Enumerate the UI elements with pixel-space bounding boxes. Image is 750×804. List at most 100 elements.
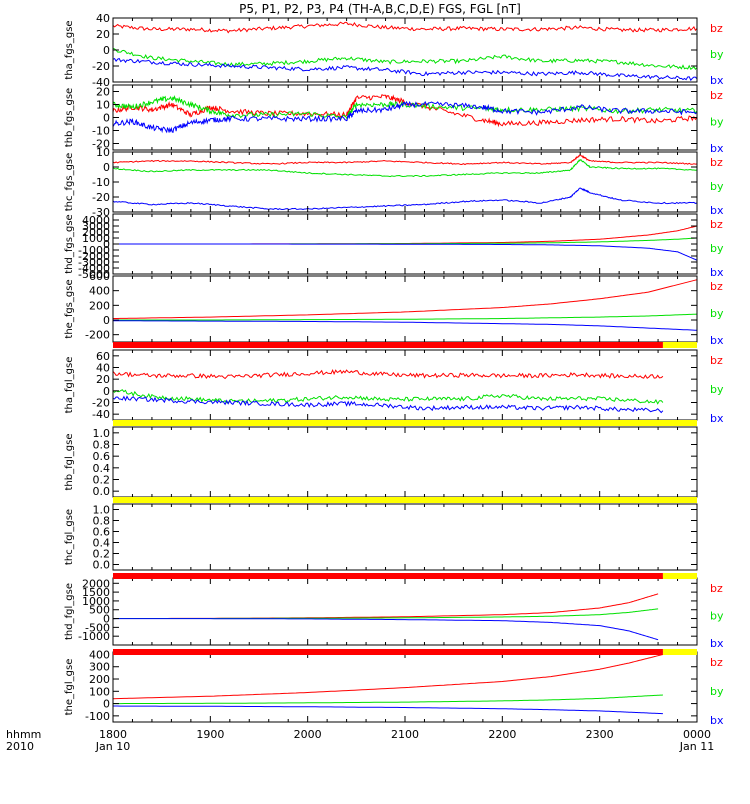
y-tick-label: 0.2: [93, 548, 111, 561]
y-tick-label: 0.2: [93, 474, 111, 487]
legend-bx: bx: [710, 334, 724, 347]
panel-frame-thc_fgs_gse: [112, 151, 698, 213]
series-line-the_fgs_gse-bx: [113, 320, 697, 331]
y-tick-label: 0: [103, 613, 110, 626]
legend-bz: bz: [710, 22, 723, 35]
series-line-tha_fgl_gse-bz: [113, 368, 664, 380]
series-line-the_fgs_gse-bz: [113, 279, 697, 319]
panel-thc_fgs_gse: 10 0 -10 -20 -30 thc_fgs_gse bz by bx: [64, 146, 724, 219]
series-line-tha_fgl_gse-by: [113, 389, 664, 405]
series-line-thd_fgl_gse-bz: [113, 593, 659, 620]
panel-frame-thb_fgl_gse: [112, 426, 698, 498]
y-axis-label-tha_fgl_gse: tha_fgl_gse: [64, 357, 75, 414]
x-tick-label: 2000: [294, 728, 322, 741]
y-tick-label: 0.0: [93, 485, 111, 498]
legend-by: by: [710, 307, 724, 320]
y-tick-label: 0: [103, 698, 110, 711]
panel-thd_fgs_gse: 40003000200010000-1000-2000-3000-4000-50…: [64, 213, 724, 281]
y-tick-label: 500: [89, 604, 110, 617]
legend-bz: bz: [710, 354, 723, 367]
y-tick-label: -40: [92, 408, 110, 421]
legend-by: by: [710, 242, 724, 255]
y-tick-label: 200: [89, 673, 110, 686]
legend-bz: bz: [710, 218, 723, 231]
y-tick-label: 10: [96, 146, 110, 159]
y-tick-label: 0.6: [93, 450, 111, 463]
legend-by: by: [710, 610, 724, 623]
series-line-the_fgl_gse-bz: [113, 654, 664, 700]
legend-bz: bz: [710, 656, 723, 669]
legend-by: by: [710, 48, 724, 61]
x-tick-label: 2300: [586, 728, 614, 741]
legend-bz: bz: [710, 156, 723, 169]
x-tick-date-label: Jan 11: [679, 740, 714, 753]
y-tick-label: 0: [103, 112, 110, 125]
flag-bar-segment: [662, 342, 697, 348]
y-tick-label: 1000: [82, 595, 110, 608]
series-line-thb_fgs_gse-bx: [113, 100, 697, 134]
legend-bx: bx: [710, 266, 724, 279]
plot-title: P5, P1, P2, P3, P4 (TH-A,B,C,D,E) FGS, F…: [239, 2, 521, 16]
x-tick-label: 1800: [99, 728, 127, 741]
y-tick-label: 600: [89, 270, 110, 283]
series-line-thc_fgs_gse-bx: [113, 187, 697, 211]
legend-by: by: [710, 180, 724, 193]
y-tick-label: -20: [92, 138, 110, 151]
y-axis-label-thb_fgl_gse: thb_fgl_gse: [64, 434, 75, 491]
x-tick-label: 2100: [391, 728, 419, 741]
series-line-thc_fgs_gse-bz: [113, 154, 697, 166]
y-tick-label: 2000: [82, 226, 110, 239]
time-axis-row-label-hhmm: hhmm: [6, 728, 41, 741]
y-tick-label: -10: [92, 125, 110, 138]
x-tick-label: 0000: [683, 728, 711, 741]
y-tick-label: -1000: [78, 630, 110, 643]
series-line-tha_fgs_gse-bz: [113, 21, 697, 34]
y-tick-label: -5000: [78, 268, 110, 281]
y-tick-label: -40: [92, 76, 110, 89]
y-tick-label: -2000: [78, 250, 110, 263]
flag-bar-segment: [113, 573, 663, 579]
legend-bx: bx: [710, 637, 724, 650]
legend-by: by: [710, 383, 724, 396]
y-tick-label: 100: [89, 685, 110, 698]
panel-frame-tha_fgl_gse: [112, 349, 698, 421]
legend-bz: bz: [710, 582, 723, 595]
flag-bar-segment: [662, 573, 697, 579]
y-tick-label: 0: [103, 161, 110, 174]
flag-bars-group: [113, 342, 697, 655]
y-tick-label: 300: [89, 661, 110, 674]
y-tick-label: 1.0: [93, 504, 111, 517]
series-line-tha_fgl_gse-bx: [113, 395, 664, 414]
legend-by: by: [710, 116, 724, 129]
panel-frame-thd_fgl_gse: [112, 577, 698, 646]
y-tick-label: 200: [89, 299, 110, 312]
panel-thc_fgl_gse: 1.00.80.60.40.20.0 thc_fgl_gse: [64, 503, 698, 572]
series-line-thb_fgs_gse-by: [113, 94, 697, 121]
x-tick-label: 2200: [488, 728, 516, 741]
y-tick-label: 0: [103, 385, 110, 398]
panel-frame-thc_fgl_gse: [112, 503, 698, 571]
legend-bz: bz: [710, 280, 723, 293]
x-tick-date-label: Jan 10: [95, 740, 130, 753]
y-tick-label: -30: [92, 206, 110, 219]
y-tick-label: 1.0: [93, 427, 111, 440]
y-tick-label: 0: [103, 238, 110, 251]
y-tick-label: -20: [92, 60, 110, 73]
y-tick-label: 2000: [82, 577, 110, 590]
y-axis-label-thd_fgs_gse: thd_fgs_gse: [64, 214, 75, 273]
y-tick-label: 0.6: [93, 526, 111, 539]
y-tick-label: 0: [103, 314, 110, 327]
flag-bar-segment: [113, 342, 663, 348]
y-tick-label: 40: [96, 12, 110, 25]
flag-bar-segment: [662, 649, 697, 655]
x-tick-label: 1900: [196, 728, 224, 741]
y-tick-label: 0.4: [93, 537, 111, 550]
y-tick-label: 0.0: [93, 559, 111, 572]
legend-bx: bx: [710, 74, 724, 87]
flag-bar-segment: [113, 420, 697, 426]
y-tick-label: -20: [92, 191, 110, 204]
y-tick-label: 10: [96, 99, 110, 112]
y-tick-label: 0.8: [93, 515, 111, 528]
